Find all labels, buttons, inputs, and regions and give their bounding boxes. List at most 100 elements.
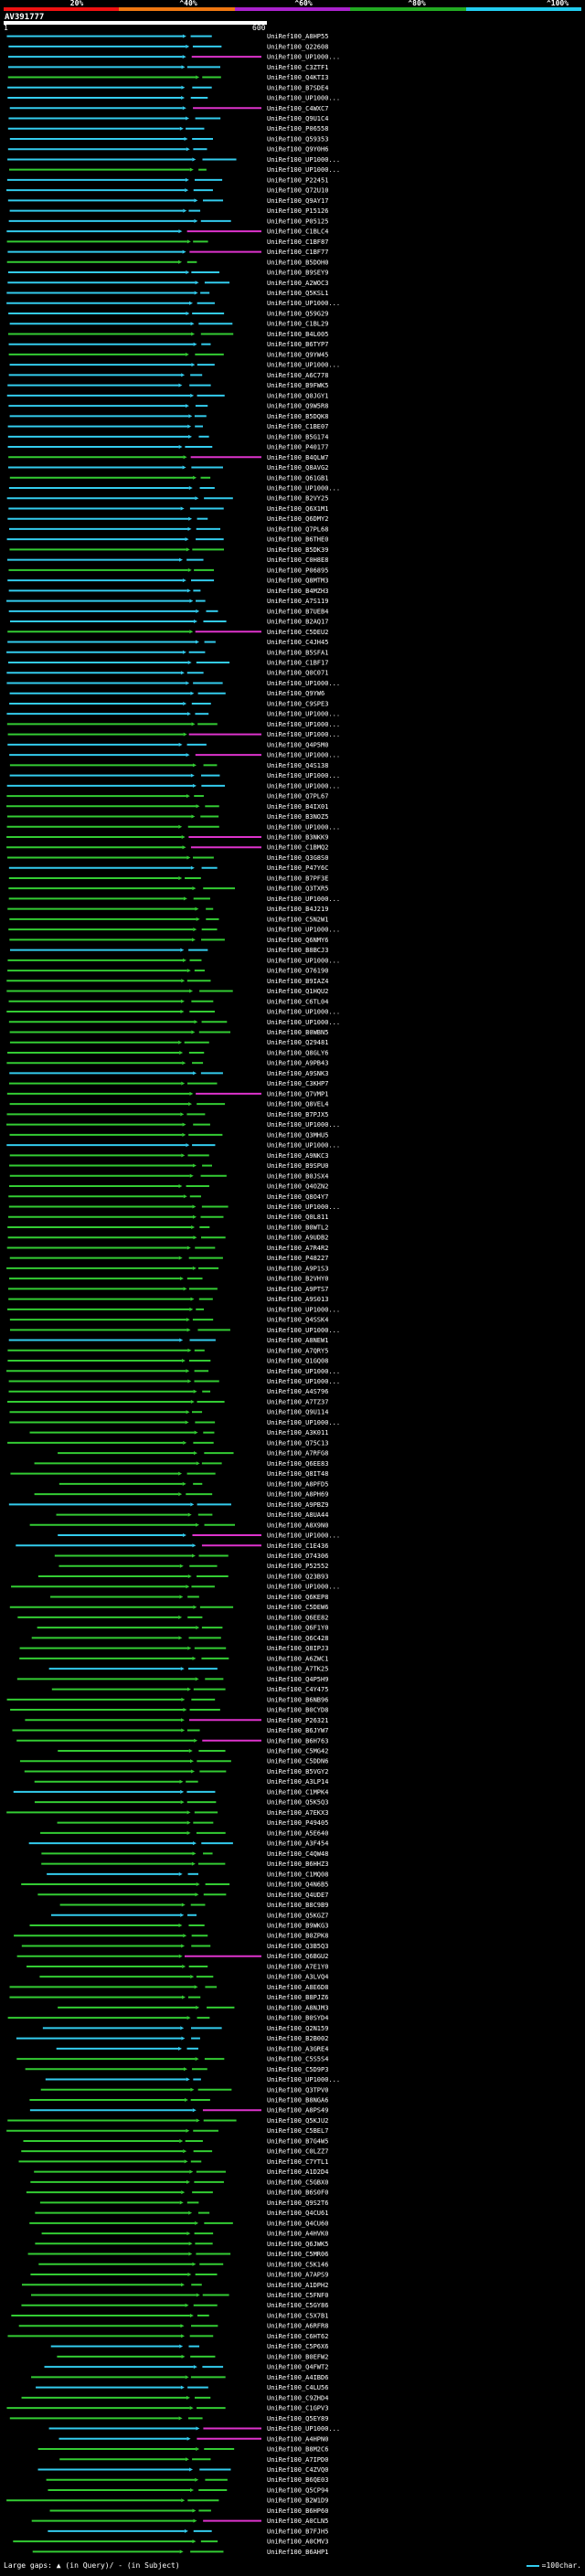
hit-label[interactable]: UniRef100_B7UEB4	[267, 608, 328, 615]
hit-label[interactable]: UniRef100_B4MZH3	[267, 588, 328, 595]
hit-label[interactable]: UniRef100_A6RFR8	[267, 2323, 328, 2330]
hit-label[interactable]: UniRef100_A8X9N0	[267, 1521, 328, 1529]
hit-label[interactable]: UniRef100_C1E436	[267, 1542, 328, 1550]
hit-label[interactable]: UniRef100_A7E1Y0	[267, 1963, 328, 1970]
hit-label[interactable]: UniRef100_B4L005	[267, 331, 328, 338]
hit-label[interactable]: UniRef100_Q59G29	[267, 310, 328, 317]
hit-label[interactable]: UniRef100_C1BF87	[267, 239, 328, 246]
hit-label[interactable]: UniRef100_Q5CP94	[267, 2486, 328, 2494]
hit-label[interactable]: UniRef100_UP1000...	[267, 1009, 340, 1016]
hit-label[interactable]: UniRef100_A9P1S3	[267, 1265, 328, 1272]
hit-label[interactable]: UniRef100_Q5KSL1	[267, 290, 328, 297]
hit-label[interactable]: UniRef100_A9UDB2	[267, 1235, 328, 1242]
hit-label[interactable]: UniRef100_Q5KGZ7	[267, 1912, 328, 1919]
hit-label[interactable]: UniRef100_UP1000...	[267, 896, 340, 903]
hit-label[interactable]: UniRef100_Q5K5Q3	[267, 1799, 328, 1807]
hit-label[interactable]: UniRef100_A9S013	[267, 1296, 328, 1303]
hit-label[interactable]: UniRef100_B6S0F0	[267, 2189, 328, 2197]
hit-label[interactable]: UniRef100_UP1000...	[267, 731, 340, 738]
hit-label[interactable]: UniRef100_A9PBZ9	[267, 1501, 328, 1509]
hit-label[interactable]: UniRef100_A9PTS7	[267, 1286, 328, 1293]
hit-label[interactable]: UniRef100_Q6DMY2	[267, 515, 328, 523]
hit-label[interactable]: UniRef100_Q3MHU5	[267, 1131, 328, 1139]
hit-label[interactable]: UniRef100_A7TZ37	[267, 1398, 328, 1405]
hit-label[interactable]: UniRef100_B6JYW7	[267, 1727, 328, 1734]
hit-label[interactable]: UniRef100_A8HP55	[267, 33, 328, 40]
hit-label[interactable]: UniRef100_B0WBN5	[267, 1029, 328, 1036]
hit-label[interactable]: UniRef100_Q4CU61	[267, 2210, 328, 2217]
hit-label[interactable]: UniRef100_Q59353	[267, 135, 328, 143]
hit-label[interactable]: UniRef100_UP1000...	[267, 362, 340, 369]
hit-label[interactable]: UniRef100_A7QRY5	[267, 1347, 328, 1354]
hit-label[interactable]: UniRef100_UP1000...	[267, 166, 340, 174]
hit-label[interactable]: UniRef100_Q6C428	[267, 1635, 328, 1642]
hit-label[interactable]: UniRef100_A3GRE4	[267, 2045, 328, 2052]
hit-label[interactable]: UniRef100_C0LZZ7	[267, 2148, 328, 2156]
hit-label[interactable]: UniRef100_C1BE07	[267, 423, 328, 430]
hit-label[interactable]: UniRef100_Q9U114	[267, 1409, 328, 1416]
hit-label[interactable]: UniRef100_UP1000...	[267, 1532, 340, 1540]
hit-label[interactable]: UniRef100_C5K146	[267, 2261, 328, 2268]
hit-label[interactable]: UniRef100_UP1000...	[267, 823, 340, 831]
hit-label[interactable]: UniRef100_P26321	[267, 1717, 328, 1724]
hit-label[interactable]: UniRef100_Q6EE82	[267, 1614, 328, 1621]
hit-label[interactable]: UniRef100_B2VHY0	[267, 1276, 328, 1283]
hit-label[interactable]: UniRef100_A3F454	[267, 1840, 328, 1848]
hit-label[interactable]: UniRef100_Q1HQU2	[267, 988, 328, 995]
hit-label[interactable]: UniRef100_B7PF3E	[267, 875, 328, 882]
hit-label[interactable]: UniRef100_A5E640	[267, 1829, 328, 1837]
hit-label[interactable]: UniRef100_C5S5S4	[267, 2056, 328, 2063]
hit-label[interactable]: UniRef100_A3LVQ4	[267, 1974, 328, 1981]
hit-label[interactable]: UniRef100_Q0L811	[267, 1214, 328, 1221]
hit-label[interactable]: UniRef100_A7R4R2	[267, 1245, 328, 1252]
hit-label[interactable]: UniRef100_UP1000...	[267, 772, 340, 779]
hit-label[interactable]: UniRef100_Q4N6B5	[267, 1882, 328, 1889]
hit-label[interactable]: UniRef100_C4Y475	[267, 1686, 328, 1693]
hit-label[interactable]: UniRef100_B4QLW7	[267, 454, 328, 461]
hit-label[interactable]: UniRef100_Q8O4Y7	[267, 1193, 328, 1201]
hit-label[interactable]: UniRef100_P48227	[267, 1255, 328, 1262]
hit-label[interactable]: UniRef100_UP1000...	[267, 782, 340, 790]
hit-label[interactable]: UniRef100_B7FJH5	[267, 2528, 328, 2535]
hit-label[interactable]: UniRef100_B2W1D9	[267, 2497, 328, 2505]
hit-label[interactable]: UniRef100_Q8IPJ3	[267, 1645, 328, 1652]
hit-label[interactable]: UniRef100_Q4P5M0	[267, 741, 328, 748]
hit-label[interactable]: UniRef100_A6C778	[267, 372, 328, 379]
hit-label[interactable]: UniRef100_C1BF77	[267, 249, 328, 256]
hit-label[interactable]: UniRef100_C5DEU2	[267, 629, 328, 636]
hit-label[interactable]: UniRef100_C3KHP7	[267, 1080, 328, 1087]
hit-label[interactable]: UniRef100_P22451	[267, 176, 328, 184]
hit-label[interactable]: UniRef100_B6H763	[267, 1737, 328, 1744]
hit-label[interactable]: UniRef100_A8PH69	[267, 1491, 328, 1499]
hit-label[interactable]: UniRef100_B9SPU0	[267, 1162, 328, 1170]
hit-label[interactable]: UniRef100_B7PJX5	[267, 1111, 328, 1118]
hit-label[interactable]: UniRef100_UP1000...	[267, 1327, 340, 1334]
hit-label[interactable]: UniRef100_Q4SSK4	[267, 1317, 328, 1324]
hit-label[interactable]: UniRef100_C5MR06	[267, 2251, 328, 2258]
hit-label[interactable]: UniRef100_UP1000...	[267, 957, 340, 964]
hit-label[interactable]: UniRef100_A4HPN0	[267, 2435, 328, 2443]
hit-label[interactable]: UniRef100_B0JSX4	[267, 1172, 328, 1180]
hit-label[interactable]: UniRef100_B5DK39	[267, 546, 328, 554]
hit-label[interactable]: UniRef100_A8UA44	[267, 1511, 328, 1519]
hit-label[interactable]: UniRef100_A8E6D8	[267, 1984, 328, 1991]
hit-label[interactable]: UniRef100_Q0C071	[267, 670, 328, 677]
hit-label[interactable]: UniRef100_B8PJZ6	[267, 1994, 328, 2001]
hit-label[interactable]: UniRef100_C1BMQ2	[267, 844, 328, 852]
hit-label[interactable]: UniRef100_B6HP60	[267, 2507, 328, 2515]
hit-label[interactable]: UniRef100_B0CYD8	[267, 1707, 328, 1714]
hit-label[interactable]: UniRef100_Q8IT48	[267, 1470, 328, 1478]
hit-label[interactable]: UniRef100_A7IPD0	[267, 2456, 328, 2464]
hit-label[interactable]: UniRef100_UP1000...	[267, 721, 340, 728]
hit-label[interactable]: UniRef100_B6AHP1	[267, 2549, 328, 2556]
hit-label[interactable]: UniRef100_Q8MTM3	[267, 578, 328, 585]
hit-label[interactable]: UniRef100_UP1000...	[267, 1142, 340, 1150]
hit-label[interactable]: UniRef100_B5DQK8	[267, 413, 328, 420]
hit-label[interactable]: UniRef100_C1MQ08	[267, 1871, 328, 1878]
hit-label[interactable]: UniRef100_C5DDN6	[267, 1758, 328, 1765]
hit-label[interactable]: UniRef100_Q5KJU2	[267, 2117, 328, 2125]
hit-label[interactable]: UniRef100_C0H8E8	[267, 557, 328, 564]
hit-label[interactable]: UniRef100_C9SPE3	[267, 700, 328, 707]
hit-label[interactable]: UniRef100_Q8GLY6	[267, 1049, 328, 1056]
hit-label[interactable]: UniRef100_Q7PL68	[267, 525, 328, 533]
